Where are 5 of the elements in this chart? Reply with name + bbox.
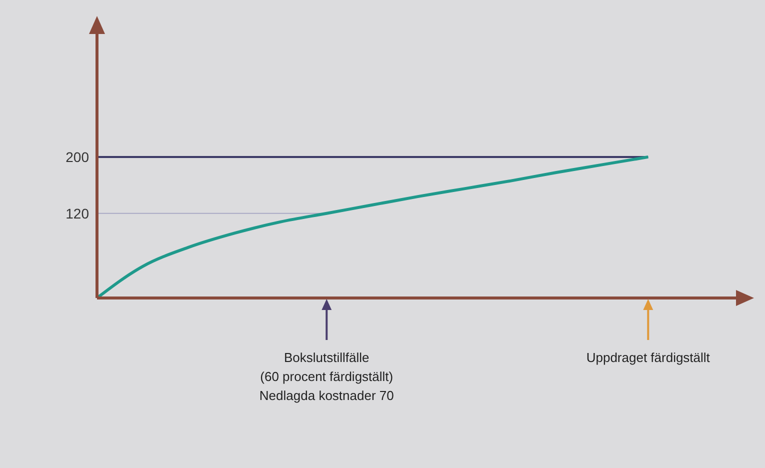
y-tick-label: 200 bbox=[66, 148, 90, 165]
text: Bokslutstillfälle (60 procent färdigställt) Nedlagda kostnader 70 bbox=[258, 349, 395, 405]
line-series bbox=[97, 155, 650, 298]
text: Uppdraget färdigställt bbox=[585, 349, 711, 367]
y-tick-label: 120 bbox=[66, 205, 90, 222]
